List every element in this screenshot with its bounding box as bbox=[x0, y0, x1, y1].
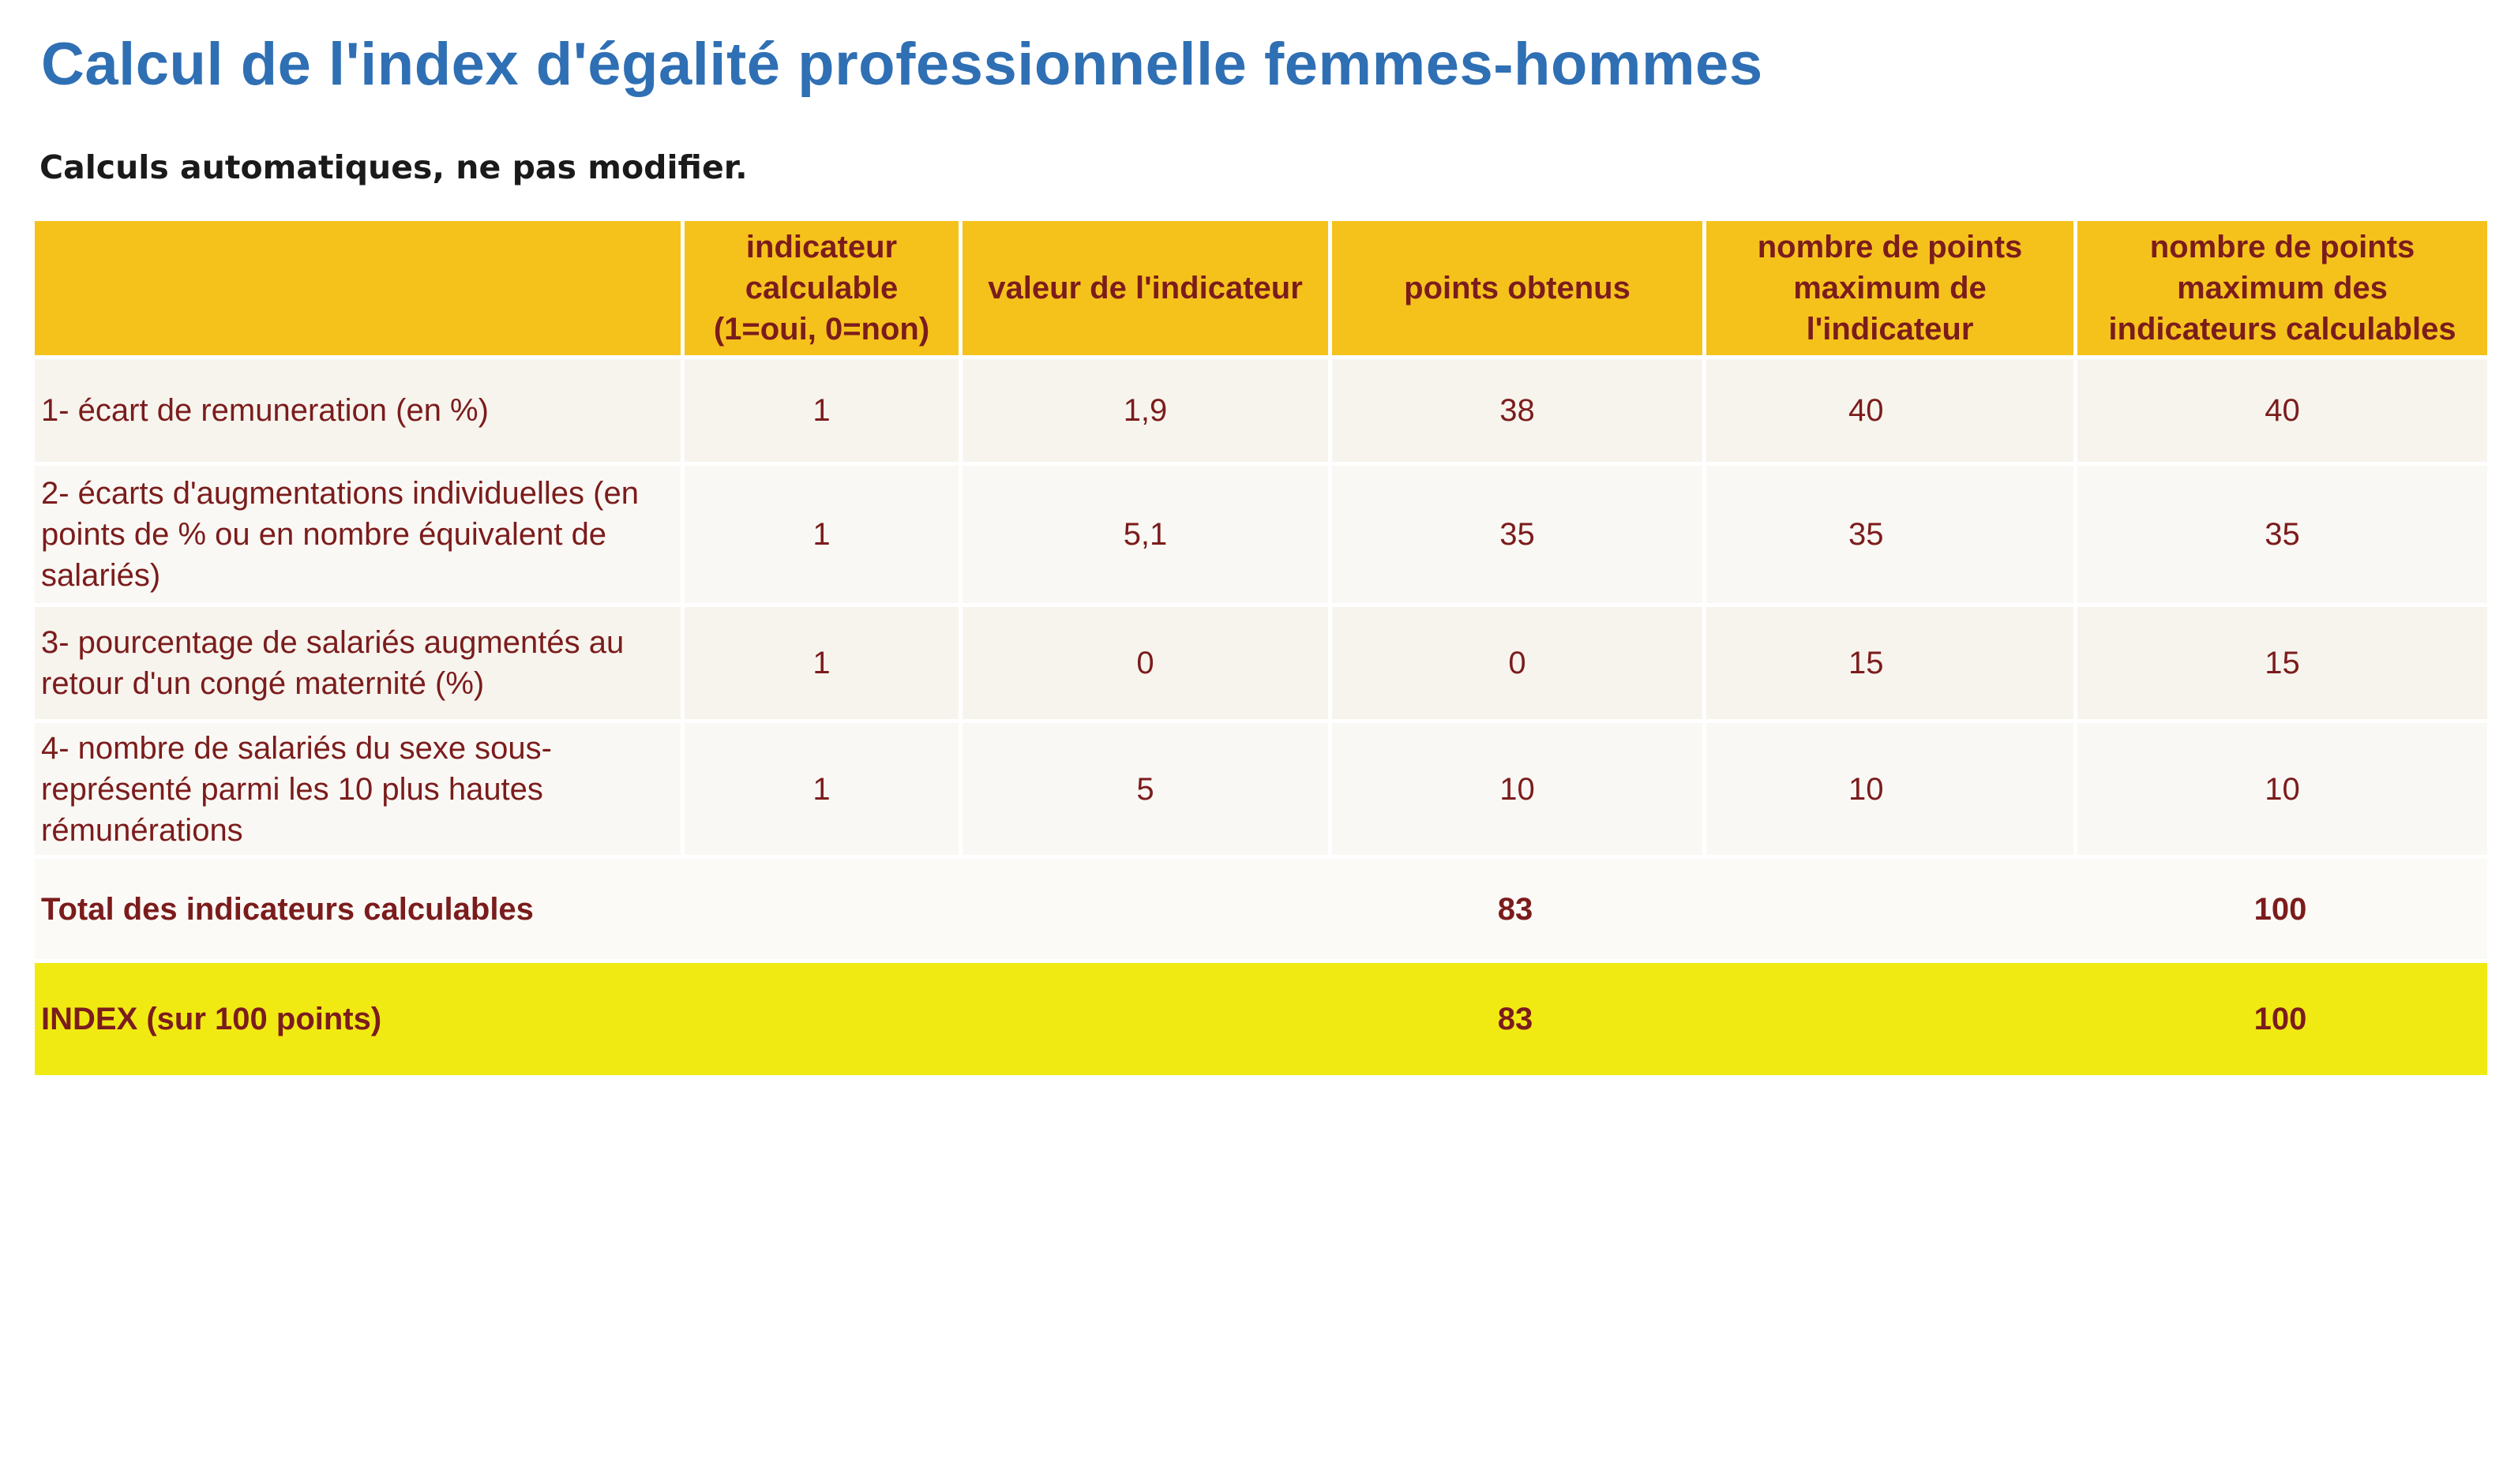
table-row: 1- écart de remuneration (en %) 1 1,9 38… bbox=[35, 355, 2487, 462]
cell-points: 35 bbox=[1328, 462, 1702, 603]
index-table: indicateur calculable (1=oui, 0=non) val… bbox=[35, 221, 2487, 1075]
cell-max-indicateur: 10 bbox=[1702, 719, 2073, 855]
cell-points: 0 bbox=[1328, 603, 1702, 719]
cell-calculable: 1 bbox=[681, 355, 959, 462]
total-points: 83 bbox=[1328, 855, 1702, 959]
total-max-calculables: 100 bbox=[2073, 855, 2487, 959]
subtitle-note: Calculs automatiques, ne pas modifier. bbox=[39, 148, 748, 186]
cell-calculable: 1 bbox=[681, 462, 959, 603]
cell-calculable: 1 bbox=[681, 719, 959, 855]
cell-max-calculables: 15 bbox=[2073, 603, 2487, 719]
row-label: 3- pourcentage de salariés augmentés au … bbox=[35, 603, 681, 719]
cell-max-indicateur: 35 bbox=[1702, 462, 2073, 603]
cell-points: 38 bbox=[1328, 355, 1702, 462]
cell-max-calculables: 10 bbox=[2073, 719, 2487, 855]
index-empty-cell bbox=[1702, 959, 2073, 1075]
table-row: 4- nombre de salariés du sexe sous-repré… bbox=[35, 719, 2487, 855]
cell-valeur: 5 bbox=[959, 719, 1328, 855]
page-title: Calcul de l'index d'égalité professionne… bbox=[41, 31, 1763, 98]
cell-max-calculables: 40 bbox=[2073, 355, 2487, 462]
total-label: Total des indicateurs calculables bbox=[35, 855, 681, 959]
table-row: 2- écarts d'augmentations individuelles … bbox=[35, 462, 2487, 603]
total-empty-cell bbox=[681, 855, 959, 959]
header-valeur-indicateur: valeur de l'indicateur bbox=[959, 221, 1328, 355]
header-row: indicateur calculable (1=oui, 0=non) val… bbox=[35, 221, 2487, 355]
cell-points: 10 bbox=[1328, 719, 1702, 855]
header-max-indicateur: nombre de points maximum de l'indicateur bbox=[1702, 221, 2073, 355]
row-label: 1- écart de remuneration (en %) bbox=[35, 355, 681, 462]
index-row: INDEX (sur 100 points) 83 100 bbox=[35, 959, 2487, 1075]
header-max-calculables: nombre de points maximum des indicateurs… bbox=[2073, 221, 2487, 355]
row-label: 2- écarts d'augmentations individuelles … bbox=[35, 462, 681, 603]
cell-calculable: 1 bbox=[681, 603, 959, 719]
cell-valeur: 1,9 bbox=[959, 355, 1328, 462]
cell-max-calculables: 35 bbox=[2073, 462, 2487, 603]
row-label: 4- nombre de salariés du sexe sous-repré… bbox=[35, 719, 681, 855]
total-empty-cell bbox=[1702, 855, 2073, 959]
table-row: 3- pourcentage de salariés augmentés au … bbox=[35, 603, 2487, 719]
index-max-calculables: 100 bbox=[2073, 959, 2487, 1075]
index-label: INDEX (sur 100 points) bbox=[35, 959, 681, 1075]
cell-valeur: 0 bbox=[959, 603, 1328, 719]
index-points: 83 bbox=[1328, 959, 1702, 1075]
index-empty-cell bbox=[681, 959, 959, 1075]
cell-max-indicateur: 15 bbox=[1702, 603, 2073, 719]
header-label-empty bbox=[35, 221, 681, 355]
header-points-obtenus: points obtenus bbox=[1328, 221, 1702, 355]
cell-max-indicateur: 40 bbox=[1702, 355, 2073, 462]
cell-valeur: 5,1 bbox=[959, 462, 1328, 603]
index-empty-cell bbox=[959, 959, 1328, 1075]
header-indicateur-calculable: indicateur calculable (1=oui, 0=non) bbox=[681, 221, 959, 355]
total-empty-cell bbox=[959, 855, 1328, 959]
total-row: Total des indicateurs calculables 83 100 bbox=[35, 855, 2487, 959]
